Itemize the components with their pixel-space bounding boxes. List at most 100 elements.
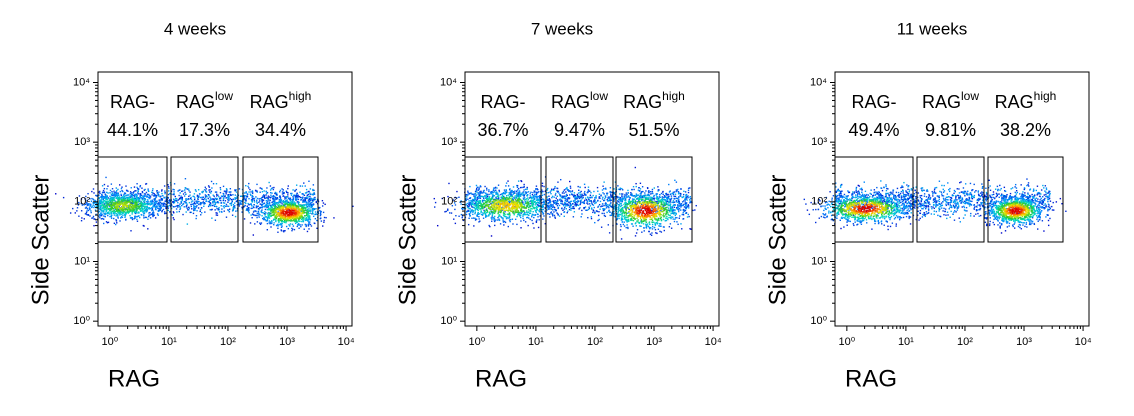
event-dot <box>105 200 107 202</box>
gate-name: RAG- <box>110 92 155 112</box>
event-dot <box>270 209 273 211</box>
event-dot <box>617 206 620 208</box>
event-dot <box>252 234 255 236</box>
event-dot <box>281 209 283 212</box>
event-dot <box>506 204 508 206</box>
event-dot <box>107 212 110 214</box>
event-dot <box>263 196 266 198</box>
event-dot <box>178 210 181 213</box>
event-dot <box>505 200 507 202</box>
event-dot <box>144 203 147 206</box>
event-dot <box>488 212 491 215</box>
event-dot <box>214 191 217 193</box>
event-dot <box>162 208 165 211</box>
event-dot <box>202 190 204 193</box>
event-dot <box>219 197 221 199</box>
event-dot <box>289 220 292 222</box>
event-dot <box>124 211 126 213</box>
event-dot <box>477 196 479 199</box>
event-dot <box>115 197 118 199</box>
event-dot <box>182 203 185 205</box>
event-dot <box>546 196 548 198</box>
event-dot <box>146 206 148 208</box>
event-dot <box>121 197 123 199</box>
event-dot <box>579 200 582 202</box>
event-dot <box>668 209 670 211</box>
event-dot <box>496 192 499 194</box>
event-dot <box>118 199 121 201</box>
event-dot <box>205 188 207 190</box>
event-dot <box>279 204 281 206</box>
event-dot <box>260 204 263 206</box>
event-dot <box>254 214 257 217</box>
event-dot <box>300 209 302 212</box>
event-dot <box>218 195 220 198</box>
event-dot <box>253 199 256 202</box>
event-dot <box>283 231 285 233</box>
event-dot <box>633 194 636 197</box>
event-dot <box>522 197 525 199</box>
event-dot <box>588 207 591 210</box>
event-dot <box>119 208 121 210</box>
event-dot <box>319 212 322 215</box>
event-dot <box>681 201 684 203</box>
event-dot <box>308 180 310 182</box>
event-dot <box>602 203 604 205</box>
event-dot <box>589 196 591 199</box>
event-dot <box>119 212 122 214</box>
event-dot <box>480 190 482 193</box>
event-dot <box>84 213 87 215</box>
event-dot <box>528 197 531 199</box>
event-dot <box>283 221 286 224</box>
event-dot <box>599 200 602 203</box>
event-dot <box>517 198 519 201</box>
event-dot <box>134 206 136 208</box>
event-dot <box>676 197 678 200</box>
event-dot <box>263 218 265 221</box>
event-dot <box>322 211 325 214</box>
event-dot <box>261 190 264 193</box>
event-dot <box>122 203 124 206</box>
event-dot <box>310 197 312 200</box>
event-dot <box>209 202 211 204</box>
event-dot <box>308 213 310 215</box>
event-dot <box>310 199 312 202</box>
event-dot <box>111 194 114 196</box>
event-dot <box>477 193 479 195</box>
event-dot <box>540 191 543 193</box>
event-dot <box>106 200 108 203</box>
event-dot <box>223 207 225 209</box>
event-dot <box>292 199 294 202</box>
event-dot <box>275 216 278 219</box>
event-dot <box>562 203 564 206</box>
event-dot <box>466 202 468 205</box>
event-dot <box>472 217 475 219</box>
event-dot <box>142 205 145 207</box>
event-dot <box>454 222 457 225</box>
event-dot <box>264 211 266 213</box>
event-dot <box>655 211 657 213</box>
event-dot <box>560 198 562 200</box>
event-dot <box>120 213 122 216</box>
event-dot <box>259 214 261 216</box>
event-dot <box>303 199 305 201</box>
event-dot <box>294 195 296 197</box>
event-dot <box>90 204 92 206</box>
event-dot <box>225 203 228 206</box>
event-dot <box>500 216 502 218</box>
event-dot <box>575 205 577 207</box>
event-dot <box>636 201 638 203</box>
event-dot <box>138 199 141 201</box>
event-dot <box>227 205 230 208</box>
event-dot <box>129 208 131 210</box>
event-dot <box>302 193 305 196</box>
event-dot <box>203 205 205 207</box>
event-dot <box>106 195 108 197</box>
event-dot <box>507 217 510 219</box>
event-dot <box>128 200 130 202</box>
event-dot <box>177 190 179 192</box>
event-dot <box>227 209 230 212</box>
event-dot <box>279 223 282 225</box>
event-dot <box>81 204 84 206</box>
event-dot <box>122 214 124 216</box>
